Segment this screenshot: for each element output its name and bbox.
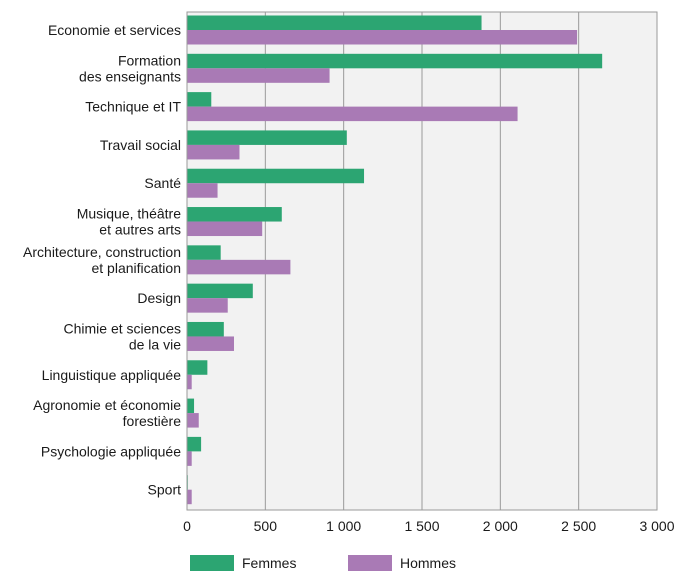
x-tick-label-500: 500 [254,518,278,534]
category-label-1-line-0: Formation [118,52,181,68]
category-label-6-line-0: Architecture, construction [23,244,181,260]
bar-hommes-10 [187,413,199,428]
category-label-11-line-0: Psychologie appliquée [41,443,181,459]
bar-hommes-8 [187,336,234,351]
category-label-5-line-0: Musique, théâtre [77,206,181,222]
x-tick-label-1000: 1 000 [326,518,361,534]
category-label-1-line-1: des enseignants [79,68,181,84]
x-tick-label-3000: 3 000 [639,518,674,534]
category-label-12-line-0: Sport [148,482,182,498]
legend-swatch-femmes [190,555,234,571]
bars [187,15,603,505]
x-tick-label-2500: 2 500 [561,518,596,534]
legend-label-hommes: Hommes [400,555,456,571]
category-label-0-line-0: Economie et services [48,22,181,38]
x-tick-label-0: 0 [183,518,191,534]
bar-femmes-10 [187,398,195,414]
plot-border [186,11,658,511]
bar-femmes-4 [187,168,365,184]
bar-femmes-2 [187,92,212,107]
bar-femmes-3 [187,130,347,145]
bar-hommes-3 [187,144,240,160]
bar-femmes-7 [187,283,253,299]
category-label-7-line-0: Design [137,290,181,306]
bar-femmes-1 [187,53,603,69]
category-label-8-line-0: Chimie et sciences [64,320,182,336]
category-label-6-line-1: et planification [91,260,181,276]
category-label-2-line-0: Technique et IT [85,99,181,115]
category-label-4-line-0: Santé [144,175,181,191]
bar-femmes-6 [187,245,221,260]
legend-swatch-hommes [348,555,392,571]
bar-femmes-11 [187,436,202,452]
bar-hommes-11 [187,451,192,466]
bar-hommes-6 [187,259,291,275]
legend: Femmes Hommes [190,555,456,571]
x-tick-label-1500: 1 500 [404,518,439,534]
category-label-3-line-0: Travail social [100,137,181,153]
category-label-8-line-1: de la vie [129,336,181,352]
bar-hommes-1 [187,68,330,83]
bar-femmes-0 [187,15,482,30]
bar-hommes-5 [187,221,263,237]
legend-label-femmes: Femmes [242,555,296,571]
category-label-9-line-0: Linguistique appliquée [42,367,182,383]
bar-hommes-4 [187,183,218,198]
category-label-5-line-1: et autres arts [99,222,181,238]
bar-hommes-2 [187,106,518,122]
bar-femmes-9 [187,360,208,375]
x-tick-label-2000: 2 000 [483,518,518,534]
category-label-10-line-1: forestière [123,413,182,429]
x-tick-labels: 0 500 1 000 1 500 2 000 2 500 3 000 [183,518,675,534]
bar-femmes-5 [187,207,282,222]
category-label-10-line-0: Agronomie et économie [33,397,181,413]
bar-femmes-8 [187,321,224,337]
bar-hommes-9 [187,374,192,390]
gridlines [264,12,580,510]
bar-hommes-12 [187,489,192,505]
bar-hommes-7 [187,298,228,313]
bar-hommes-0 [187,30,578,45]
